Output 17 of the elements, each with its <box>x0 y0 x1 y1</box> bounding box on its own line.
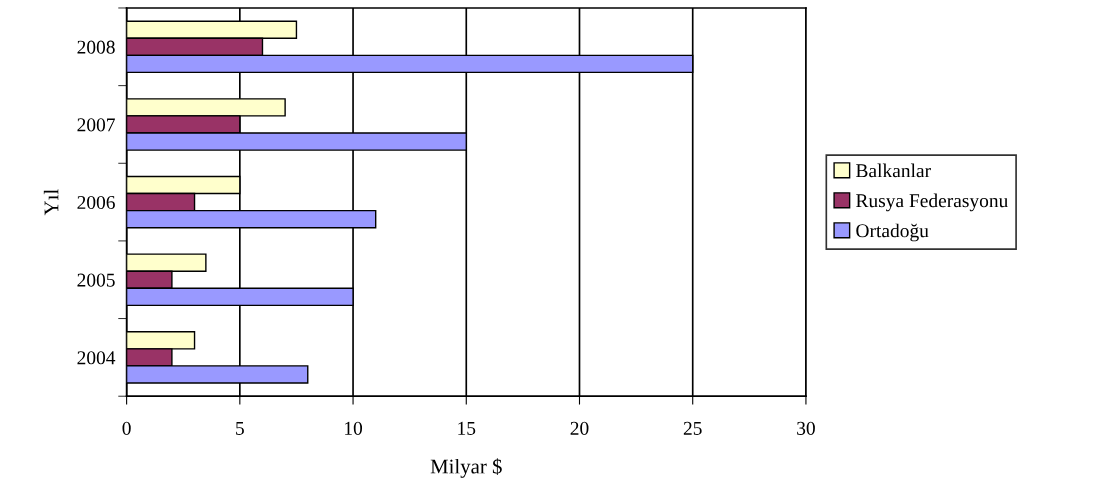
y-tick-label: 2007 <box>77 118 115 132</box>
x-tick-label: 0 <box>122 421 131 435</box>
x-tick-label: 30 <box>797 421 815 435</box>
y-tick-label: 2005 <box>77 273 115 287</box>
y-tick-label: 2006 <box>77 195 115 210</box>
legend-label: Rusya Federasyonu <box>856 193 1008 212</box>
x-tick-label: 10 <box>345 421 363 435</box>
y-tick-label: 2008 <box>77 40 115 54</box>
x-tick-label: 5 <box>236 421 244 435</box>
x-tick-label: 15 <box>458 421 476 435</box>
x-tick-label: 20 <box>570 421 589 435</box>
y-axis-title: Yıl <box>43 189 59 216</box>
legend-label: Ortadoğu <box>856 223 929 242</box>
legend-label: Balkanlar <box>856 163 931 178</box>
x-tick-label: 25 <box>683 421 702 435</box>
x-axis-title: Milyar $ <box>430 458 502 478</box>
y-tick-label: 2004 <box>77 351 116 365</box>
